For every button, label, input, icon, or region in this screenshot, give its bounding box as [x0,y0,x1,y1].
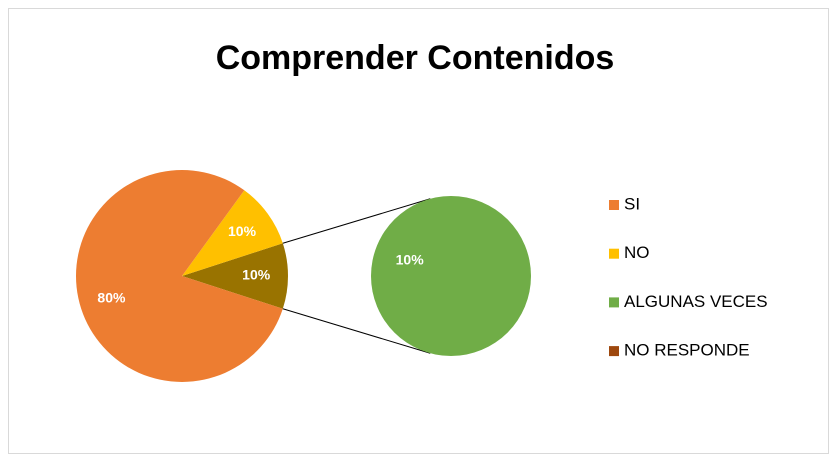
data-label: 10% [242,267,271,283]
data-label: 80% [97,290,126,306]
pie-slice [182,190,283,276]
legend-swatch [609,297,619,308]
legend-swatch [609,200,619,210]
connector-line [282,308,431,354]
pie-slice [76,169,283,382]
legend-label: ALGUNAS VECES [624,292,768,311]
connector-line [282,198,431,244]
pie-slice-other [182,243,289,309]
legend-label: SI [624,194,640,213]
pie-slice [371,196,531,356]
data-label: 10% [396,252,425,268]
legend-swatch [609,346,619,357]
legend-label: NO RESPONDE [624,341,750,360]
legend-label: NO [624,243,650,262]
chart-title: Comprender Contenidos [216,39,615,77]
legend-swatch [609,248,619,259]
data-label: 10% [228,223,257,239]
